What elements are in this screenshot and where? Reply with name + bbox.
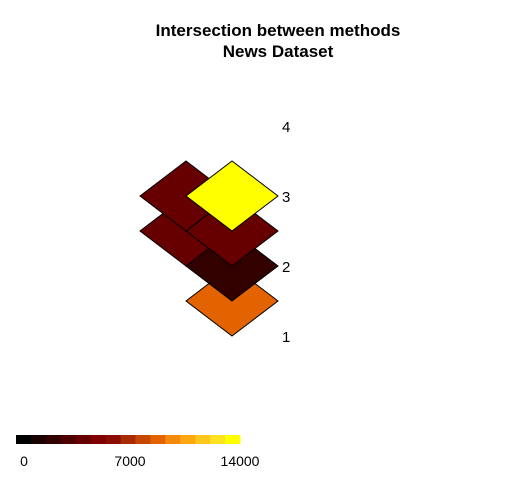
row-label-4: 4 [282,119,290,136]
colorbar-tick-labels: 0 7000 14000 [20,453,260,469]
heatmap-cell-4-1 [185,160,279,232]
colorbar-swatch-3 [60,435,77,444]
colorbar-tick-label-14000: 14000 [221,453,260,469]
chart-title: Intersection between methods [156,21,401,40]
colorbar-swatch-9 [150,435,166,444]
row-labels: 1 2 3 4 [282,119,290,346]
colorbar-swatch-13 [210,435,226,444]
colorbar-swatch-12 [195,435,211,444]
chart-subtitle: News Dataset [223,42,334,61]
colorbar-tick-label-7000: 7000 [114,453,145,469]
colorbar-swatch-14 [225,435,241,444]
colorbar-swatch-4 [75,435,92,444]
colorbar-tick-label-0: 0 [20,453,28,469]
colorbar-swatch-0 [16,435,32,444]
colorbar [16,435,241,444]
heatmap-cells [139,160,279,337]
row-label-3: 3 [282,189,290,206]
colorbar-swatch-2 [45,435,62,444]
colorbar-swatch-7 [120,435,136,444]
colorbar-swatch-6 [105,435,122,444]
colorbar-swatch-1 [30,435,47,444]
row-label-1: 1 [282,329,290,346]
row-label-2: 2 [282,259,290,276]
colorbar-swatch-10 [165,435,181,444]
colorbar-swatch-8 [135,435,151,444]
colorbar-swatch-5 [90,435,107,444]
colorbar-swatch-11 [180,435,196,444]
